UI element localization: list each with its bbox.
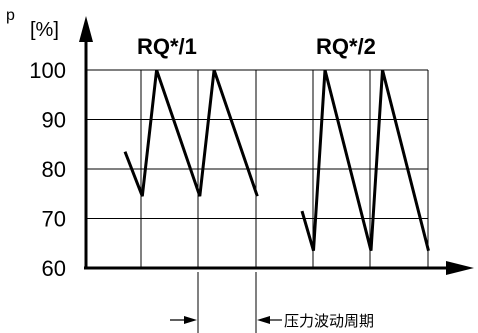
x-axis-arrow <box>446 261 474 275</box>
y-tick-label-90: 90 <box>42 108 66 133</box>
y-axis-symbol: p <box>6 7 15 24</box>
series-line-2 <box>300 69 430 252</box>
y-tick-label-100: 100 <box>29 58 66 83</box>
y-tick-label-80: 80 <box>42 157 66 182</box>
y-axis-unit: [%] <box>30 19 59 41</box>
series-labels: RQ*/1 RQ*/2 <box>137 34 376 59</box>
period-label: 压力波动周期 <box>284 312 374 330</box>
series-line-1 <box>123 69 259 197</box>
y-tick-labels: 60 70 80 90 100 <box>29 58 66 281</box>
series-lines <box>123 69 430 252</box>
period-arrow-right-head <box>257 316 270 324</box>
grid-lines <box>86 69 429 268</box>
period-annotation: 压力波动周期 <box>170 272 374 333</box>
y-tick-label-70: 70 <box>42 207 66 232</box>
period-arrow-left-head <box>184 316 197 324</box>
y-tick-label-60: 60 <box>42 256 66 281</box>
y-axis-arrow <box>79 16 93 42</box>
series-label-2: RQ*/2 <box>316 34 376 59</box>
axes <box>79 16 474 275</box>
series-label-1: RQ*/1 <box>137 34 197 59</box>
